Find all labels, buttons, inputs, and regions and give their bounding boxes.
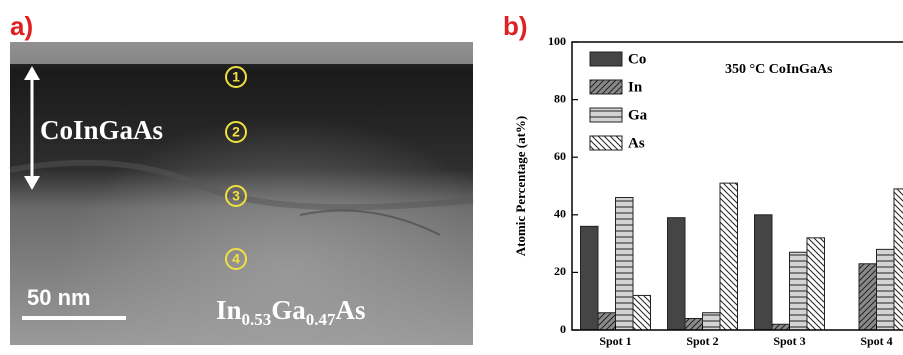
bar [684, 317, 703, 331]
bar [597, 312, 616, 331]
bar [893, 188, 903, 331]
thickness-arrow [24, 66, 40, 190]
substrate-label: In0.53Ga0.47As [216, 295, 366, 329]
spot-circle [225, 185, 247, 207]
y-tick-label: 20 [554, 264, 566, 278]
spot-number: 3 [232, 188, 240, 204]
legend-label: In [628, 79, 643, 95]
bar [580, 225, 599, 331]
formula-part: Ga [271, 295, 306, 325]
panel-label: b) [503, 11, 528, 41]
layer-label: CoInGaAs [40, 115, 163, 145]
y-tick-label: 100 [548, 34, 566, 48]
spot-circle [225, 66, 247, 88]
formula-part: In [216, 295, 242, 325]
bar [806, 237, 825, 331]
y-tick-label: 40 [554, 207, 566, 221]
spot-number: 2 [232, 124, 240, 140]
legend-swatch [589, 51, 623, 67]
y-axis-label: Atomic Percentage (at%) [513, 116, 528, 257]
bar [702, 312, 721, 331]
bar [771, 323, 790, 331]
formula-part: 0.53 [242, 310, 272, 329]
bar [789, 251, 808, 331]
plot-frame [571, 41, 903, 331]
x-tick-label: Spot 2 [686, 334, 718, 348]
bar [719, 182, 738, 331]
spot-circle [225, 121, 247, 143]
spot-circle [225, 248, 247, 270]
spot-number: 1 [232, 69, 240, 85]
tem-image [9, 42, 474, 345]
bar [667, 217, 686, 331]
legend-label: As [628, 135, 645, 151]
y-tick-label: 80 [554, 91, 566, 105]
bar [615, 197, 634, 331]
legend-swatch [589, 135, 623, 151]
panel-label: a) [10, 11, 33, 41]
legend-swatch [589, 79, 623, 95]
legend-label: Ga [628, 107, 648, 123]
x-tick-label: Spot 4 [860, 334, 892, 348]
bar [858, 263, 877, 331]
formula-part: 0.47 [306, 310, 336, 329]
y-tick-label: 0 [560, 322, 566, 336]
spot-markers: 1 2 3 4 [225, 66, 247, 270]
annotation: 350 °C CoInGaAs [725, 62, 833, 77]
formula-part: As [336, 295, 366, 325]
bar [632, 294, 651, 331]
x-tick-label: Spot 3 [773, 334, 805, 348]
bar [754, 214, 773, 331]
spot-number: 4 [232, 251, 240, 267]
bar [876, 248, 895, 331]
legend-label: Co [628, 51, 646, 67]
legend-swatch [589, 107, 623, 123]
chart: 0 20 40 60 80 100 Atomic Percentage (at%) Spot … [513, 34, 903, 348]
scale-label: 50 nm [27, 285, 91, 310]
x-tick-label: Spot 1 [599, 334, 631, 348]
y-tick-label: 60 [554, 149, 566, 163]
